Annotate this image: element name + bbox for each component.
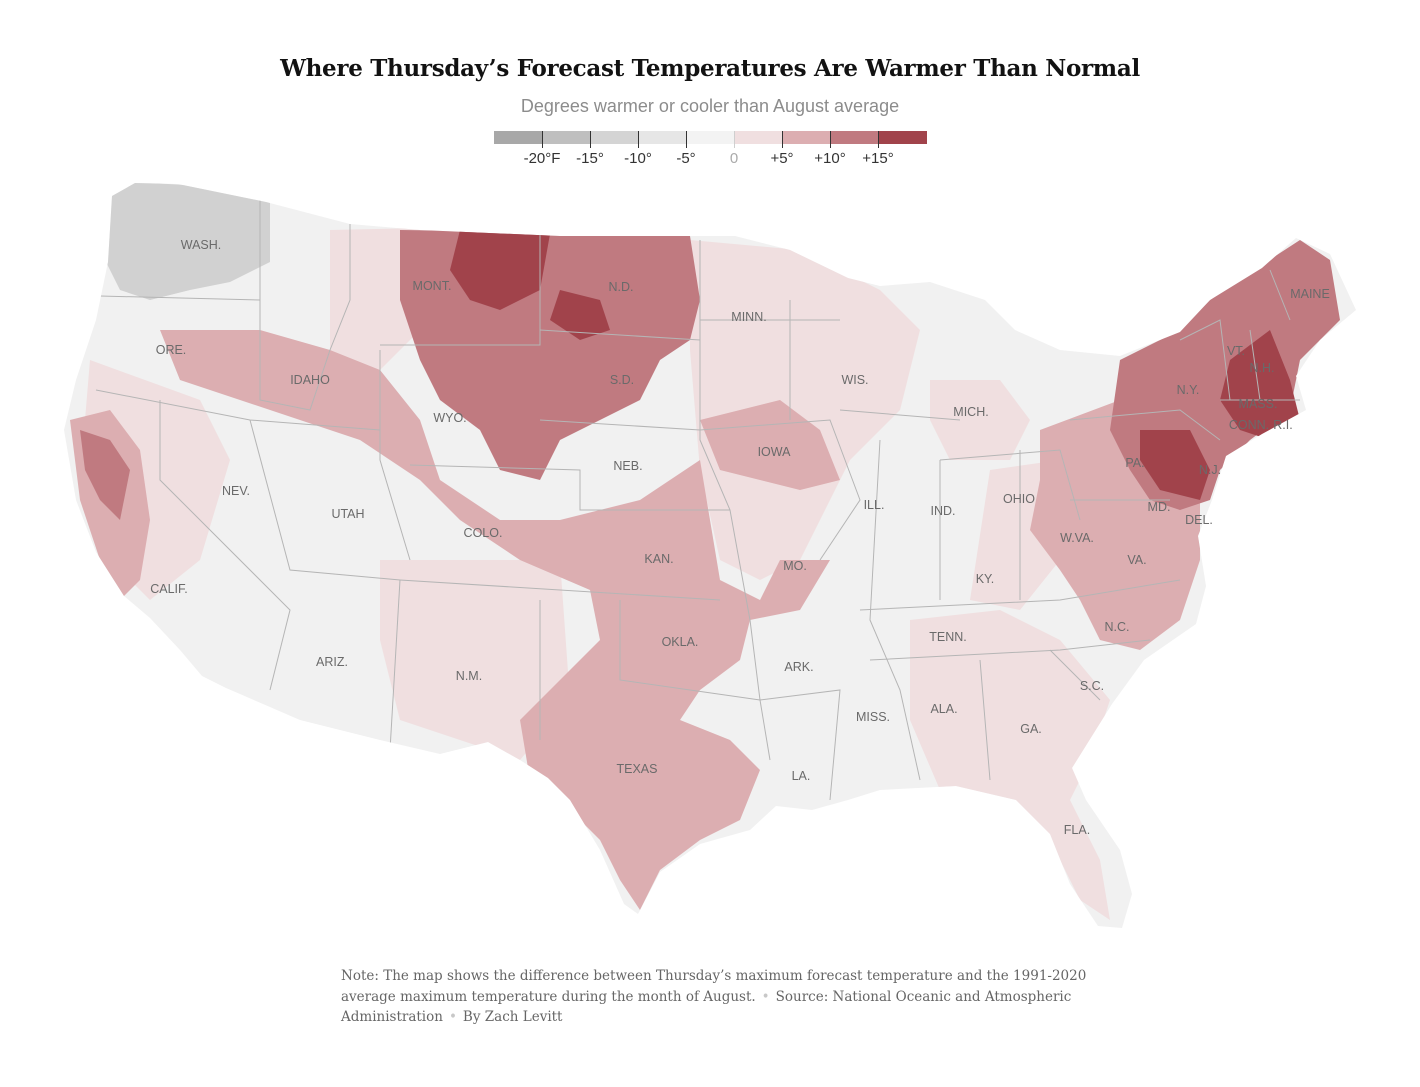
legend-tick-label: -15° (576, 150, 604, 167)
state-label-mont: MONT. (413, 279, 452, 293)
legend-tick (686, 131, 687, 148)
separator-dot: • (448, 1009, 457, 1025)
state-label-nc: N.C. (1105, 620, 1130, 634)
color-legend: -20°F -15° -10° -5° 0 +5° +10° +15° (494, 131, 927, 171)
state-label-mich: MICH. (953, 405, 988, 419)
state-label-del: DEL. (1185, 513, 1213, 527)
legend-tick (878, 131, 879, 148)
state-label-maine: MAINE (1290, 287, 1330, 301)
state-label-tenn: TENN. (929, 630, 967, 644)
legend-tick-label: -5° (676, 150, 696, 167)
state-label-nj: N.J. (1199, 463, 1221, 477)
state-label-ohio: OHIO (1003, 492, 1035, 506)
state-label-nm: N.M. (456, 669, 482, 683)
legend-swatch (590, 131, 639, 144)
legend-swatch (830, 131, 879, 144)
legend-tick (782, 131, 783, 148)
state-label-texas: TEXAS (617, 762, 658, 776)
legend-tick (638, 131, 639, 148)
state-label-calif: CALIF. (150, 582, 188, 596)
legend-tick (590, 131, 591, 148)
state-label-okla: OKLA. (662, 635, 699, 649)
state-label-wyo: WYO. (433, 411, 466, 425)
state-label-nd: N.D. (609, 280, 634, 294)
byline: By Zach Levitt (462, 1009, 563, 1025)
state-label-vt: VT. (1227, 344, 1245, 358)
state-label-ga: GA. (1020, 722, 1042, 736)
state-label-ind: IND. (931, 504, 956, 518)
legend-swatch (734, 131, 783, 144)
cool-anomaly-region (100, 183, 270, 300)
state-label-ark: ARK. (784, 660, 813, 674)
state-label-va: VA. (1127, 553, 1146, 567)
state-label-kan: KAN. (644, 552, 673, 566)
legend-tick-label: 0 (729, 150, 739, 167)
chart-title: Where Thursday’s Forecast Temperatures A… (280, 55, 1140, 82)
state-label-miss: MISS. (856, 710, 890, 724)
state-label-mo: MO. (783, 559, 807, 573)
state-label-wis: WIS. (841, 373, 868, 387)
state-label-minn: MINN. (731, 310, 766, 324)
legend-tick-label: -10° (624, 150, 652, 167)
state-borders (95, 200, 1300, 801)
state-labels: WASH. ORE. IDAHO MONT. N.D. MINN. S.D. W… (150, 238, 1330, 837)
state-label-mass: MASS. (1239, 397, 1278, 411)
chart-subtitle: Degrees warmer or cooler than August ave… (520, 96, 900, 116)
separator-dot: • (761, 988, 770, 1005)
state-label-ala: ALA. (930, 702, 957, 716)
state-label-utah: UTAH (331, 507, 364, 521)
state-label-ariz: ARIZ. (316, 655, 348, 669)
state-label-ri: R.I. (1273, 418, 1292, 432)
state-label-neb: NEB. (613, 459, 642, 473)
legend-tick (542, 131, 543, 148)
us-temperature-anomaly-map: WASH. ORE. IDAHO MONT. N.D. MINN. S.D. W… (64, 183, 1356, 928)
legend-swatch (782, 131, 831, 144)
state-label-iowa: IOWA (758, 445, 792, 459)
state-label-ore: ORE. (156, 343, 187, 357)
legend-swatch (542, 131, 591, 144)
legend-tick-label: +10° (814, 150, 846, 167)
state-label-sc: S.C. (1080, 679, 1104, 693)
source-text: Source: National Oceanic and Atmospheric… (341, 988, 1072, 1026)
legend-swatch (686, 131, 735, 144)
legend-tick (830, 131, 831, 148)
state-label-wva: W.VA. (1060, 531, 1094, 545)
note-and-source: Note: The map shows the difference betwe… (341, 966, 1101, 1028)
state-label-idaho: IDAHO (290, 373, 330, 387)
state-label-ill: ILL. (864, 498, 885, 512)
legend-tick-label: -20°F (523, 150, 561, 167)
legend-swatch (638, 131, 687, 144)
state-label-ny: N.Y. (1177, 383, 1200, 397)
extreme-warm-regions (450, 230, 1300, 500)
note-text: Note: The map shows the difference betwe… (341, 968, 1087, 1005)
legend-tick (734, 131, 735, 148)
legend-swatch (494, 131, 543, 144)
state-label-nh: N.H. (1250, 361, 1275, 375)
state-label-fla: FLA. (1064, 823, 1090, 837)
legend-swatch (878, 131, 927, 144)
state-label-ky: KY. (976, 572, 995, 586)
state-label-nev: NEV. (222, 484, 250, 498)
state-label-md: MD. (1148, 500, 1171, 514)
state-label-conn: CONN. (1229, 418, 1269, 432)
state-label-colo: COLO. (464, 526, 503, 540)
legend-tick-label: +5° (770, 150, 794, 167)
state-label-pa: PA. (1125, 456, 1144, 470)
state-label-la: LA. (792, 769, 811, 783)
state-label-sd: S.D. (610, 373, 634, 387)
legend-tick-label: +15° (862, 150, 894, 167)
state-label-wash: WASH. (181, 238, 222, 252)
